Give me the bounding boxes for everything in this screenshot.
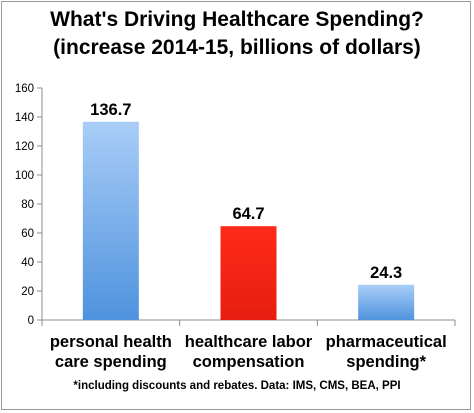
chart-footnote: *including discounts and rebates. Data: … <box>73 380 401 392</box>
bar <box>358 284 415 320</box>
y-tick-label: 60 <box>21 228 34 240</box>
x-category-label-line: personal health <box>49 333 172 351</box>
y-tick-label: 160 <box>15 83 34 95</box>
x-category-label-line: spending* <box>346 353 427 371</box>
y-tick-label: 140 <box>15 112 34 124</box>
chart-subtitle: (increase 2014-15, billions of dollars) <box>53 36 421 59</box>
x-category-label: personal health care spending <box>36 332 186 372</box>
x-category-label: healthcare labor compensation <box>174 332 324 372</box>
x-category-label-line: care spending <box>54 353 167 371</box>
x-category-label-line: compensation <box>192 353 305 371</box>
bar <box>220 226 277 320</box>
chart-title: What's Driving Healthcare Spending? <box>50 8 424 31</box>
bar-value-label: 24.3 <box>370 264 402 282</box>
y-tick-label: 40 <box>21 257 34 269</box>
x-category-label: pharmaceutical spending* <box>311 332 461 372</box>
y-tick-label: 0 <box>28 315 34 327</box>
bar-value-label: 136.7 <box>90 101 131 119</box>
y-tick-label: 100 <box>15 170 34 182</box>
y-tick-label: 20 <box>21 286 34 298</box>
bar-value-label: 64.7 <box>232 205 264 223</box>
x-category-label-line: pharmaceutical <box>325 333 447 351</box>
x-category-label-line: healthcare labor <box>184 333 313 351</box>
chart-title-block: What's Driving Healthcare Spending? (inc… <box>0 6 474 62</box>
y-tick-label: 120 <box>15 141 34 153</box>
bar <box>82 121 139 320</box>
y-tick-label: 80 <box>21 199 34 211</box>
